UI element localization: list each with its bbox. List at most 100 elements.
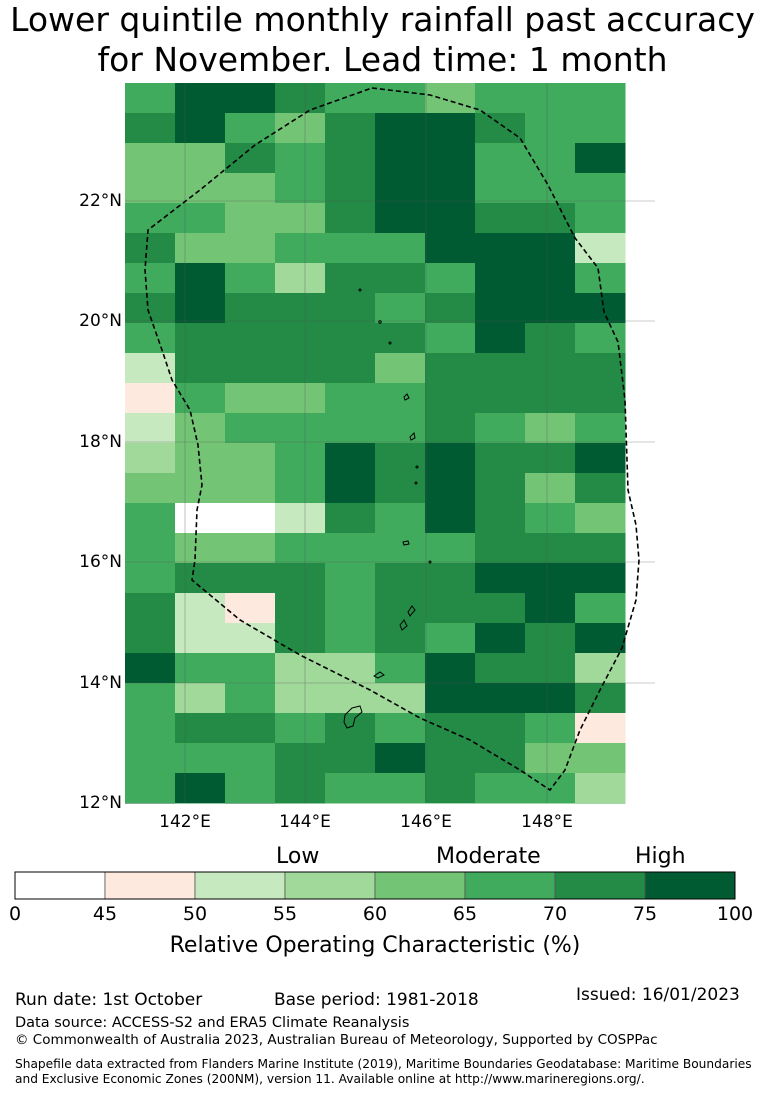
- grid-cell: [275, 593, 326, 624]
- grid-cell: [175, 533, 226, 564]
- grid-cell: [325, 293, 376, 324]
- grid-cell: [125, 563, 176, 594]
- grid-cell: [475, 173, 526, 204]
- grid-cell: [225, 353, 276, 384]
- grid-cell: [425, 623, 476, 654]
- grid-cell: [325, 413, 376, 444]
- grid-cell: [375, 233, 426, 264]
- grid-cell: [325, 653, 376, 684]
- grid-cell: [275, 203, 326, 234]
- grid-cell: [375, 173, 426, 204]
- grid-cell: [175, 743, 226, 774]
- colorbar-tick-65: 65: [452, 903, 478, 925]
- grid-cell: [275, 533, 326, 564]
- grid-cell: [325, 83, 376, 114]
- grid-cell: [475, 143, 526, 174]
- grid-cell: [575, 143, 626, 174]
- grid-cell: [575, 563, 626, 594]
- grid-cell: [425, 323, 476, 354]
- legend-category-low: Low: [276, 844, 320, 869]
- grid-cell: [275, 473, 326, 504]
- grid-cell: [225, 263, 276, 294]
- grid-cell: [125, 473, 176, 504]
- grid-cell: [575, 293, 626, 324]
- grid-cell: [175, 323, 226, 354]
- grid-cell: [175, 353, 226, 384]
- grid-cell: [175, 503, 226, 534]
- grid-cell: [525, 113, 576, 144]
- lat-label-14n: 14°N: [79, 673, 122, 693]
- grid-cell: [475, 683, 526, 714]
- grid-cell: [225, 233, 276, 264]
- grid-cell: [375, 743, 426, 774]
- grid-cell: [575, 353, 626, 384]
- grid-cell: [275, 623, 326, 654]
- grid-cell: [425, 143, 476, 174]
- grid-cell: [325, 713, 376, 744]
- base-period: Base period: 1981-2018: [274, 990, 479, 1010]
- grid-cell: [175, 773, 226, 804]
- grid-cell: [475, 593, 526, 624]
- grid-cell: [375, 503, 426, 534]
- grid-cell: [425, 263, 476, 294]
- colorbar-swatch: [374, 871, 466, 900]
- grid-cell: [125, 713, 176, 744]
- grid-cell: [125, 623, 176, 654]
- grid-cell: [575, 803, 626, 804]
- grid-cell: [525, 803, 576, 804]
- grid-cell: [425, 773, 476, 804]
- lat-label-18n: 18°N: [79, 432, 122, 452]
- eez-boundary-line: [144, 87, 640, 792]
- grid-cell: [525, 713, 576, 744]
- grid-cell: [325, 683, 376, 714]
- grid-cell: [425, 473, 476, 504]
- grid-cell: [125, 203, 176, 234]
- grid-cell: [375, 143, 426, 174]
- lon-label-144e: 144°E: [279, 812, 331, 832]
- legend-category-moderate: Moderate: [436, 844, 541, 869]
- legend-category-high: High: [635, 844, 686, 869]
- grid-cell: [375, 443, 426, 474]
- grid-cell: [125, 383, 176, 414]
- grid-cell: [275, 713, 326, 744]
- grid-cell: [175, 173, 226, 204]
- grid-cell: [575, 683, 626, 714]
- map-grid: [125, 83, 626, 804]
- grid-cell: [375, 533, 426, 564]
- grid-cell: [475, 263, 526, 294]
- colorbar-title: Relative Operating Characteristic (%): [169, 933, 581, 958]
- grid-cell: [175, 203, 226, 234]
- colorbar-swatches: [14, 871, 736, 900]
- grid-cell: [475, 713, 526, 744]
- grid-cell: [225, 593, 276, 624]
- grid-cell: [225, 713, 276, 744]
- grid-cell: [425, 503, 476, 534]
- grid-cell: [175, 233, 226, 264]
- grid-cell: [575, 653, 626, 684]
- grid-cell: [575, 113, 626, 144]
- grid-cell: [575, 323, 626, 354]
- grid-cell: [575, 233, 626, 264]
- grid-cell: [325, 743, 376, 774]
- grid-cell: [275, 383, 326, 414]
- grid-cell: [325, 473, 376, 504]
- grid-cell: [425, 203, 476, 234]
- grid-cell: [275, 113, 326, 144]
- colorbar-swatch: [194, 871, 286, 900]
- grid-cell: [225, 743, 276, 774]
- grid-cell: [525, 593, 576, 624]
- grid-cell: [325, 113, 376, 144]
- grid-cell: [425, 233, 476, 264]
- grid-cell: [225, 113, 276, 144]
- grid-cell: [225, 323, 276, 354]
- grid-cell: [125, 593, 176, 624]
- grid-cell: [175, 473, 226, 504]
- grid-cell: [225, 143, 276, 174]
- grid-cell: [375, 653, 426, 684]
- grid-cell: [575, 533, 626, 564]
- grid-cell: [425, 803, 476, 804]
- grid-cell: [125, 173, 176, 204]
- grid-cell: [525, 293, 576, 324]
- grid-cell: [475, 473, 526, 504]
